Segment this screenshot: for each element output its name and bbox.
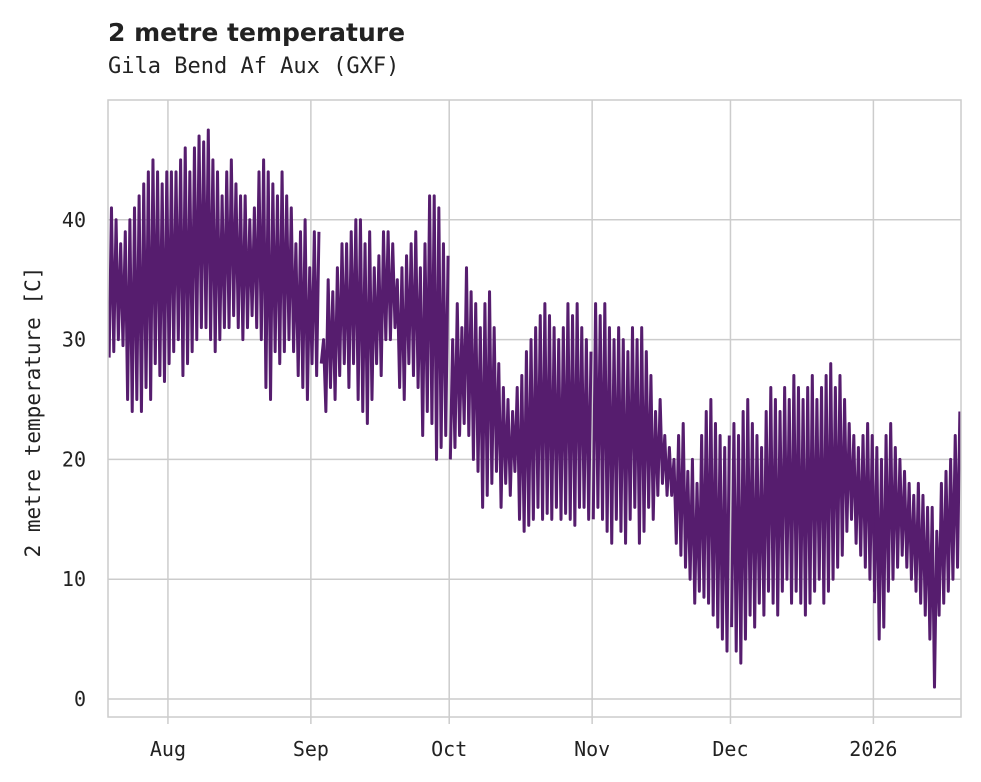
series-layer — [107, 128, 962, 689]
y-axis-label: 2 metre temperature [C] — [21, 267, 45, 558]
x-tick-label: Oct — [431, 737, 467, 761]
chart-subtitle: Gila Bend Af Aux (GXF) — [108, 54, 399, 79]
x-tick-label: 2026 — [849, 737, 897, 761]
chart-title: 2 metre temperature — [108, 18, 405, 47]
y-tick-label: 30 — [62, 328, 86, 352]
y-tick-label: 20 — [62, 447, 86, 471]
x-tick-label: Sep — [293, 737, 329, 761]
y-tick-label: 10 — [62, 567, 86, 591]
plot-frame — [107, 99, 962, 718]
y-tick-label: 40 — [62, 208, 86, 232]
x-tick-label: Aug — [150, 737, 186, 761]
y-tick-label: 0 — [74, 687, 86, 711]
temperature-line-segment — [730, 362, 879, 665]
x-tick-label: Nov — [574, 737, 610, 761]
temperature-line-segment — [448, 266, 593, 533]
temperature-line-segment — [107, 128, 321, 413]
temperature-line-segment — [873, 411, 962, 689]
x-tick-label: Dec — [712, 737, 748, 761]
temperature-line-segment — [319, 194, 450, 461]
tick-labels: 0 10 20 30 40 Aug Sep Oct Nov Dec 2026 — [62, 208, 898, 761]
temperature-line-segment — [591, 302, 731, 653]
